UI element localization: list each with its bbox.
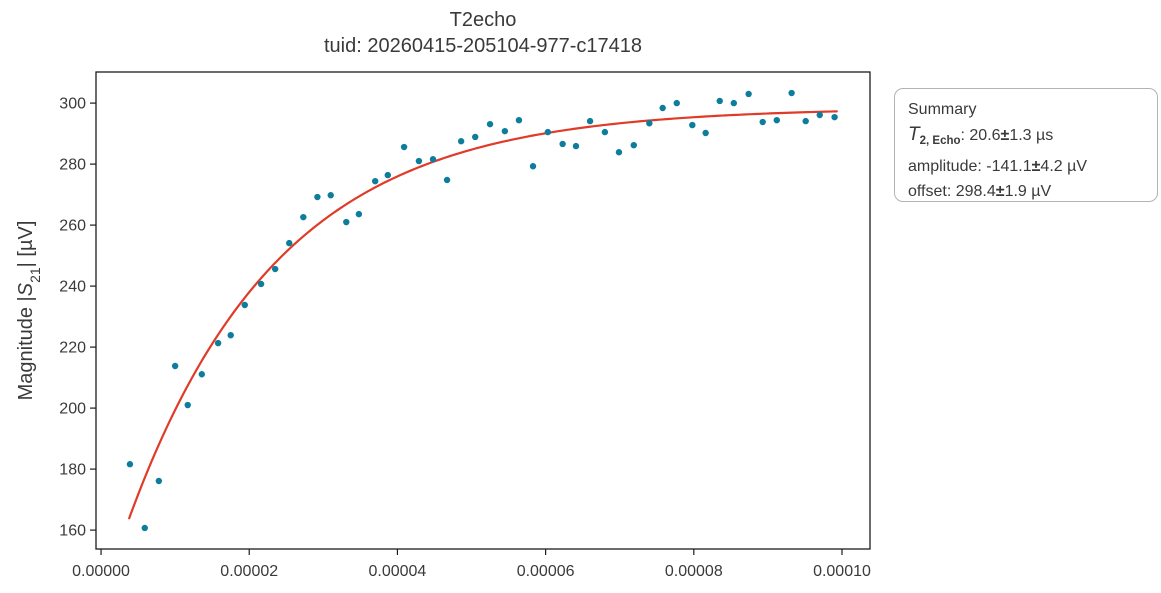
fit-summary-box: Summary T2, Echo: 20.6±1.3 µs amplitude:… (894, 88, 1158, 202)
amplitude-pm: ± (1031, 158, 1041, 176)
data-point (214, 339, 222, 347)
summary-amplitude-line: amplitude: -141.1±4.2 µV (908, 154, 1145, 179)
data-point (241, 301, 248, 309)
data-point (788, 89, 795, 97)
t2-pm: ± (1000, 127, 1010, 144)
x-tick-label: 0.00002 (220, 563, 278, 580)
data-point (646, 120, 653, 127)
data-point (171, 362, 179, 370)
summary-t2-line: T2, Echo: 20.6±1.3 µs (908, 122, 1145, 154)
data-point (343, 218, 350, 226)
y-tick-label: 200 (59, 401, 86, 418)
data-point (300, 213, 307, 221)
data-point (572, 142, 580, 150)
t2-sep: : (960, 127, 970, 144)
data-point (257, 280, 265, 288)
data-point (730, 99, 738, 107)
data-point (314, 193, 321, 201)
data-point (155, 477, 163, 485)
summary-offset-line: offset: 298.4±1.9 µV (908, 179, 1145, 201)
data-point (384, 171, 391, 179)
data-point (544, 128, 552, 136)
data-point (457, 138, 465, 145)
data-point (443, 176, 451, 184)
data-point (702, 129, 709, 137)
data-point (501, 127, 509, 135)
data-point (415, 157, 423, 165)
data-point (673, 99, 680, 107)
data-point (355, 210, 363, 218)
x-tick-label: 0.00000 (72, 563, 130, 580)
data-point (472, 133, 479, 141)
y-tick-label: 280 (59, 157, 86, 174)
data-point (802, 117, 809, 125)
amplitude-value: -141.1 (986, 158, 1032, 176)
data-point (429, 156, 437, 163)
x-tick-label: 0.00006 (517, 563, 575, 580)
data-point (400, 143, 408, 151)
amplitude-err: 4.2 µV (1040, 158, 1087, 176)
y-tick-label: 300 (59, 96, 86, 113)
y-tick-label: 160 (59, 523, 86, 540)
data-point (659, 104, 666, 112)
data-point (831, 113, 838, 121)
data-point (371, 177, 379, 185)
t2-err: 1.3 µs (1009, 127, 1054, 144)
offset-pm: ± (995, 183, 1005, 201)
data-point (630, 142, 637, 149)
data-point (759, 118, 766, 126)
x-tick-label: 0.00004 (368, 563, 426, 580)
x-tick-label: 0.00008 (665, 563, 723, 580)
data-point (515, 116, 523, 124)
y-tick-label: 220 (59, 340, 86, 357)
y-axis-label: Magnitude |S21| [µV] (15, 221, 43, 401)
axis-ticks: 0.00000 0.00002 0.00004 0.00006 0.00008 0.000… (59, 96, 871, 580)
data-point (745, 90, 752, 98)
data-point (689, 121, 696, 129)
x-tick-label: 0.00010 (813, 563, 871, 580)
t2-symbol: T (908, 124, 920, 145)
data-point (486, 120, 494, 128)
data-point (586, 117, 594, 125)
data-point (184, 401, 191, 409)
t2-value: 20.6 (969, 127, 1001, 144)
data-point (141, 524, 148, 532)
y-tick-label: 180 (59, 462, 86, 479)
data-point (227, 332, 234, 339)
offset-label: offset: (908, 183, 956, 201)
axes-frame (95, 71, 871, 550)
offset-value: 298.4 (955, 183, 996, 201)
data-point (816, 111, 823, 119)
scatter-points (126, 89, 838, 532)
data-point (773, 116, 780, 124)
amplitude-label: amplitude: (908, 158, 987, 176)
chart-subtitle-tuid: tuid: 20260415-205104-977-c17418 (324, 35, 642, 57)
t2-subscript: 2, Echo (919, 135, 961, 148)
data-point (198, 371, 206, 378)
chart-title: T2echo (450, 9, 517, 31)
data-point (615, 149, 623, 156)
summary-heading: Summary (908, 101, 977, 118)
data-point (271, 265, 279, 273)
offset-err: 1.9 µV (1004, 183, 1052, 201)
y-tick-label: 260 (59, 218, 86, 235)
data-point (286, 239, 293, 247)
fit-curve (128, 110, 838, 520)
data-point (559, 140, 566, 148)
y-tick-label: 240 (59, 279, 86, 296)
data-point (327, 192, 334, 199)
data-point (529, 163, 537, 170)
data-point (126, 461, 134, 468)
data-point (716, 97, 723, 105)
data-point (601, 128, 609, 136)
